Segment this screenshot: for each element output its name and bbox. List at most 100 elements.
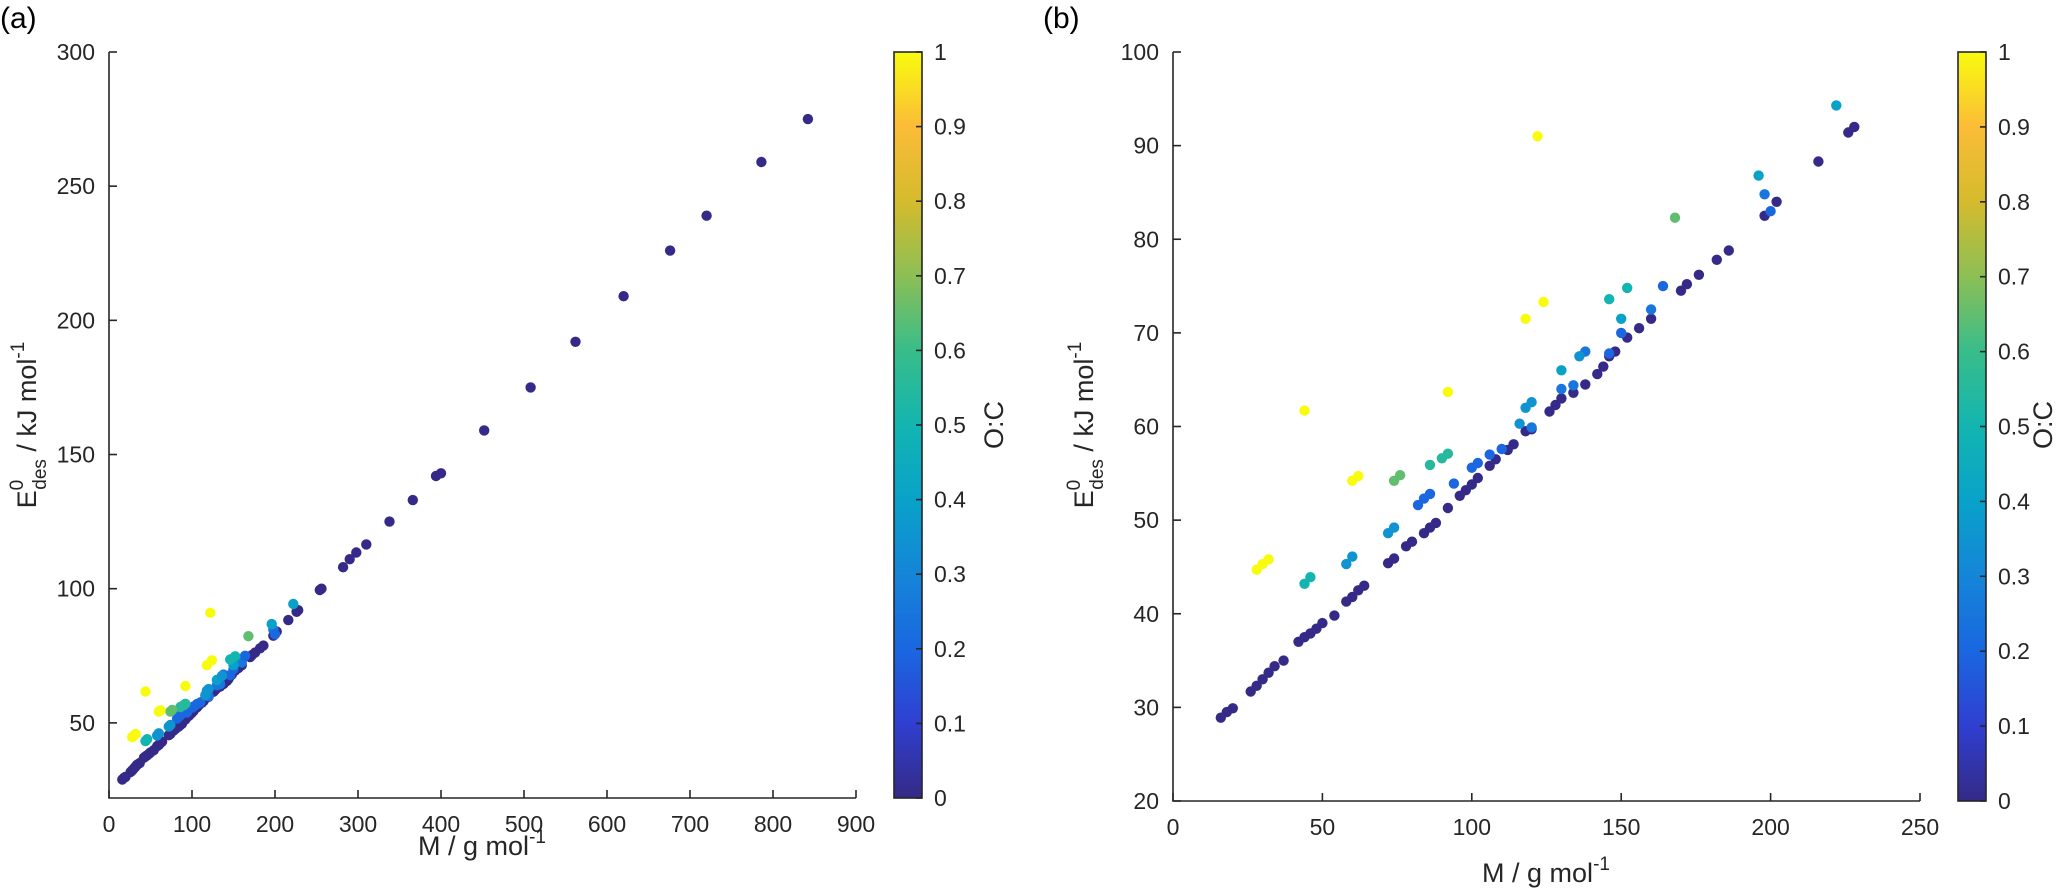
data-point <box>1574 351 1585 362</box>
data-point <box>1353 470 1364 482</box>
colorbar-tick-label: 0.3 <box>934 561 966 587</box>
data-point <box>1771 196 1782 207</box>
data-point <box>407 494 418 506</box>
data-point <box>195 697 206 708</box>
data-point <box>1520 313 1531 324</box>
data-point <box>1514 418 1525 429</box>
data-point <box>283 614 294 626</box>
data-point <box>1263 554 1274 565</box>
data-point <box>1317 617 1328 629</box>
colorbar-a: 0 0.1 0.2 0.3 0.4 0.5 0.6 0.7 0.8 0.9 1 O:C <box>893 39 1009 811</box>
data-point <box>1508 439 1519 450</box>
data-point <box>1496 443 1507 455</box>
colorbar-tick-label: 0.5 <box>1998 414 2030 440</box>
data-point <box>205 607 216 618</box>
data-point <box>1813 156 1824 167</box>
y-tick-label: 300 <box>57 39 95 65</box>
data-point <box>1622 282 1633 294</box>
data-point <box>180 698 191 709</box>
x-tick-label: 800 <box>754 811 792 837</box>
y-tick-label: 150 <box>57 442 95 468</box>
colorbar-tick-label: 0.4 <box>934 487 966 513</box>
axes-b: 0 50 100 150 200 250 20 30 40 50 60 70 80 90 100 <box>1121 39 1940 840</box>
data-point <box>1406 536 1418 547</box>
data-point <box>756 156 767 168</box>
data-point <box>1532 131 1543 142</box>
data-point <box>1556 393 1567 404</box>
data-point <box>1448 478 1460 489</box>
data-point <box>239 650 251 661</box>
x-tick-label: 400 <box>422 811 460 837</box>
data-point <box>1657 280 1669 292</box>
points-b <box>1215 100 1860 723</box>
x-tick-label: 100 <box>173 811 211 837</box>
data-point <box>1329 610 1340 621</box>
data-point <box>140 686 151 697</box>
colorbar-tick-label: 0.2 <box>934 636 966 662</box>
data-point <box>1681 279 1693 290</box>
data-point <box>1592 368 1603 380</box>
colorbar-label-b: O:C <box>2028 401 2058 449</box>
data-point <box>1645 304 1657 315</box>
data-point <box>1616 327 1627 339</box>
x-tick-label: 500 <box>505 811 543 837</box>
y-tick-label: 100 <box>57 576 95 602</box>
data-point <box>1723 245 1735 256</box>
x-tick-label: 900 <box>837 811 875 837</box>
data-point <box>130 728 141 740</box>
data-point <box>1556 383 1567 395</box>
colorbar-tick-label: 0.6 <box>934 337 966 363</box>
data-point <box>1341 558 1352 570</box>
x-tick-label: 600 <box>588 811 626 837</box>
data-point <box>1556 365 1567 376</box>
data-point <box>230 651 241 662</box>
x-tick-label: 150 <box>1602 814 1640 840</box>
data-point <box>1278 655 1289 666</box>
data-point <box>1526 397 1537 408</box>
data-point <box>288 598 299 610</box>
data-point <box>206 655 218 666</box>
ticks-a: 0 100 200 300 400 500 600 700 800 900 50 100 150 200 2… <box>57 39 876 837</box>
points-a <box>117 113 814 785</box>
y-tick-label: 20 <box>1133 788 1159 814</box>
colorbar-tick-label: 0 <box>1998 788 2011 814</box>
data-point <box>479 425 490 436</box>
colorbar-tick-label: 0.7 <box>1998 264 2030 290</box>
x-tick-label: 200 <box>256 811 294 837</box>
colorbar-tick-label: 0 <box>934 785 947 811</box>
ticks-b: 0 50 100 150 200 250 20 30 40 50 60 70 80 90 100 <box>1121 39 1940 840</box>
y-tick-label: 50 <box>69 710 95 736</box>
data-point <box>1388 522 1400 533</box>
data-point <box>1753 170 1764 181</box>
data-point <box>1227 703 1239 714</box>
x-tick-label: 100 <box>1453 814 1491 840</box>
y-tick-label: 100 <box>1121 39 1159 65</box>
data-point <box>1388 553 1400 564</box>
data-point <box>1442 386 1454 398</box>
data-point <box>618 291 629 302</box>
data-point <box>1604 348 1615 359</box>
data-point <box>1693 269 1705 280</box>
data-point <box>1347 591 1358 603</box>
data-point <box>344 554 355 565</box>
data-point <box>1604 294 1615 305</box>
data-point <box>1359 580 1370 591</box>
data-point <box>701 210 712 221</box>
axes-a: 0 100 200 300 400 500 600 700 800 900 50 100 150 200 2… <box>57 39 876 837</box>
colorbar-tick-label: 0.5 <box>934 412 966 438</box>
data-point <box>316 583 327 594</box>
data-point <box>269 629 281 640</box>
colorbar-tick-label: 0.7 <box>934 263 966 289</box>
data-point <box>1765 206 1776 217</box>
colorbar-tick-label: 0.3 <box>1998 563 2030 589</box>
data-point <box>1430 517 1442 529</box>
data-point <box>1347 551 1358 562</box>
axis-box-a <box>108 52 856 799</box>
y-tick-label: 50 <box>1133 507 1159 533</box>
data-point <box>525 382 536 393</box>
colorbar-tick-label: 1 <box>1998 39 2011 65</box>
data-point <box>258 640 269 651</box>
data-point <box>155 705 166 716</box>
y-tick-label: 250 <box>57 173 95 199</box>
